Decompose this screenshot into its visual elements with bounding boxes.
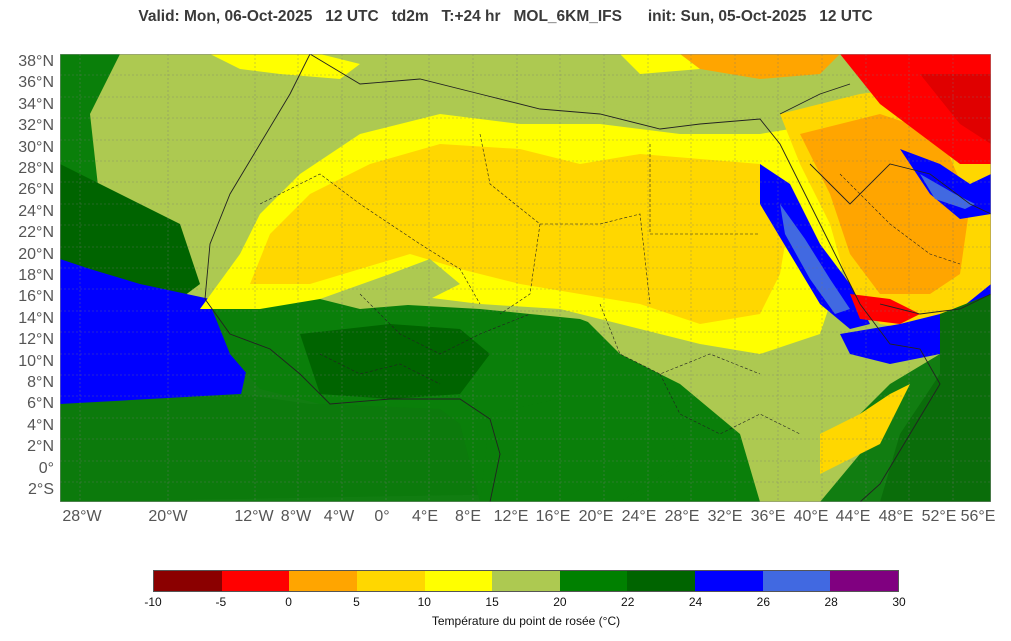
- lat-label: 28°N: [18, 160, 54, 177]
- lat-label: 26°N: [18, 181, 54, 198]
- lon-label: 24°E: [621, 508, 657, 525]
- lat-label: 32°N: [18, 117, 54, 134]
- colorbar-tick-label: 30: [892, 595, 906, 609]
- dewpoint-map: [60, 54, 991, 502]
- anatolia-orange: [680, 54, 840, 79]
- lon-label: 4°W: [323, 508, 355, 525]
- lat-label: 38°N: [18, 53, 54, 70]
- lon-label: 16°E: [535, 508, 571, 525]
- colorbar-swatch: [154, 571, 222, 591]
- colorbar-tick-label: 22: [621, 595, 635, 609]
- lon-label: 28°W: [62, 508, 102, 525]
- atlantic-blue: [60, 259, 250, 414]
- grid: [60, 54, 991, 502]
- lat-label: 24°N: [18, 203, 54, 220]
- lon-label: 44°E: [835, 508, 871, 525]
- lon-label: 40°E: [793, 508, 829, 525]
- lat-label: 30°N: [18, 139, 54, 156]
- lon-label: 20°E: [578, 508, 614, 525]
- lon-label: 32°E: [707, 508, 743, 525]
- somali-yellow: [820, 384, 910, 474]
- horn-sahel: [790, 344, 940, 434]
- colorbar-tick-label: -5: [215, 595, 227, 609]
- med-yellow: [210, 54, 360, 79]
- lon-label: 36°E: [750, 508, 786, 525]
- red-sea: [760, 164, 870, 329]
- gulf-green: [60, 394, 520, 502]
- lon-label: 8°E: [455, 508, 481, 525]
- lon-label: 12°E: [493, 508, 529, 525]
- lon-label: 0°: [374, 508, 390, 525]
- lat-label: 2°S: [28, 481, 54, 498]
- lat-label: 14°N: [18, 310, 54, 327]
- yemen-red: [850, 294, 920, 324]
- coastlines: [204, 54, 991, 502]
- colorbar-label: Température du point de rosée (°C): [431, 614, 621, 628]
- lon-label: 4°E: [412, 508, 438, 525]
- lat-label: 18°N: [18, 267, 54, 284]
- lat-label: 0°: [38, 460, 54, 477]
- lon-label: 20°W: [148, 508, 188, 525]
- borders: [259, 133, 961, 435]
- colorbar-tick-label: 28: [824, 595, 838, 609]
- lat-label: 8°N: [27, 374, 54, 391]
- colorbar-tick-label: 0: [285, 595, 292, 609]
- colorbar-swatch: [627, 571, 696, 591]
- colorbar-tick-label: 24: [688, 595, 703, 609]
- colorbar-tick-label: -10: [144, 595, 162, 609]
- lon-label: 56°E: [960, 508, 996, 525]
- lat-label: 2°N: [27, 438, 54, 455]
- lon-label: 48°E: [878, 508, 914, 525]
- sahara-gold: [250, 144, 790, 324]
- anatolia-yellow: [620, 54, 700, 74]
- colorbar-swatch: [221, 571, 290, 591]
- lat-label: 22°N: [18, 224, 54, 241]
- lon-label: 52°E: [921, 508, 957, 525]
- lat-label: 34°N: [18, 96, 54, 113]
- lat-label: 10°N: [18, 353, 54, 370]
- colorbar-tick-label: 10: [417, 595, 431, 609]
- colorbar-tick-label: 20: [553, 595, 567, 609]
- colorbar-swatch: [492, 571, 560, 591]
- lon-label: 8°W: [280, 508, 312, 525]
- arabian-sea-dark: [880, 294, 991, 502]
- colorbar-tick-label: 5: [353, 595, 360, 609]
- lon-label: 28°E: [664, 508, 700, 525]
- colorbar-swatch: [695, 571, 763, 591]
- lat-label: 12°N: [18, 331, 54, 348]
- red-sea-inner: [780, 204, 850, 314]
- central-africa-dark: [300, 324, 490, 399]
- colorbar-swatch: [356, 571, 425, 591]
- niger-sahel: [320, 259, 460, 309]
- colorbar-swatch: [559, 571, 628, 591]
- colorbar-tick-label: 15: [485, 595, 499, 609]
- iran-dark-red: [920, 74, 991, 144]
- lon-label: 12°W: [234, 508, 274, 525]
- colorbar-tick-label: 26: [756, 595, 771, 609]
- lat-label: 4°N: [27, 417, 54, 434]
- map-title: Valid: Mon, 06-Oct-2025 12 UTC td2m T:+2…: [138, 8, 873, 25]
- colorbar-swatch: [762, 571, 831, 591]
- colorbar: [153, 570, 899, 592]
- colorbar-swatch: [830, 571, 899, 591]
- colorbar-swatch: [424, 571, 493, 591]
- congo-mix: [480, 394, 680, 502]
- lat-label: 16°N: [18, 288, 54, 305]
- colorbar-swatch: [289, 571, 357, 591]
- lat-label: 36°N: [18, 74, 54, 91]
- lat-label: 20°N: [18, 246, 54, 263]
- lat-label: 6°N: [27, 395, 54, 412]
- gulf-inner: [920, 174, 975, 209]
